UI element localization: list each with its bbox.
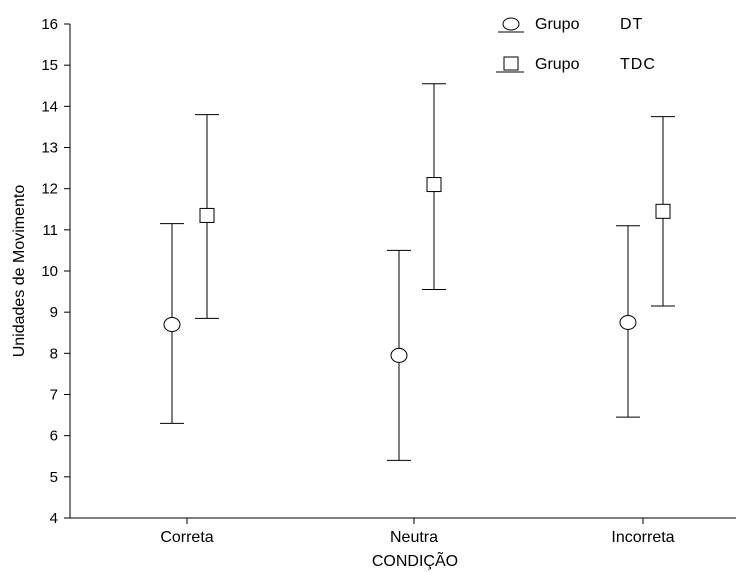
y-tick-label: 10 (41, 263, 58, 280)
y-tick-label: 11 (42, 222, 58, 239)
legend-label-code: DT (620, 16, 643, 33)
legend-circle (502, 17, 520, 31)
y-tick-label: 8 (50, 345, 58, 362)
y-tick-label: 14 (41, 98, 58, 115)
mean-point-circle (163, 317, 181, 333)
mean-point-circle (390, 347, 408, 363)
legend-label-code: TDC (620, 56, 656, 73)
x-tick-label: Incorreta (611, 529, 674, 546)
y-tick-label: 7 (50, 387, 58, 404)
legend-label-group: Grupo (535, 16, 580, 33)
y-tick-label: 9 (50, 304, 58, 321)
y-tick-label: 5 (50, 469, 58, 486)
legend-square (503, 56, 519, 71)
mean-point-square (199, 207, 215, 223)
series-circle (160, 223, 640, 461)
y-tick-label: 12 (41, 181, 58, 198)
legend-item-square: Grupo TDC (496, 56, 656, 73)
mean-point-circle (619, 314, 637, 330)
y-tick-label: 13 (41, 140, 58, 157)
mean-point-square (655, 203, 671, 219)
legend-item-circle: Grupo DT (498, 16, 643, 33)
y-tick-label: 6 (50, 428, 58, 445)
x-tick-label: Correta (160, 529, 213, 546)
y-tick-label: 15 (41, 57, 58, 74)
legend: Grupo DT Grupo TDC (496, 16, 656, 73)
y-tick-label: 16 (41, 16, 58, 33)
series-square (195, 83, 675, 319)
y-axis-title: Unidades de Movimento (11, 185, 28, 358)
axes: 4 5 6 7 8 9 10 11 12 13 14 15 16 Correta Neutra Incorre… (41, 16, 736, 546)
mean-point-square (426, 177, 442, 193)
x-axis-title: CONDIÇÃO (372, 550, 458, 570)
plot-marks (160, 83, 675, 461)
legend-label-group: Grupo (535, 56, 580, 73)
y-tick-label: 4 (50, 510, 58, 527)
x-tick-label: Neutra (390, 529, 438, 546)
